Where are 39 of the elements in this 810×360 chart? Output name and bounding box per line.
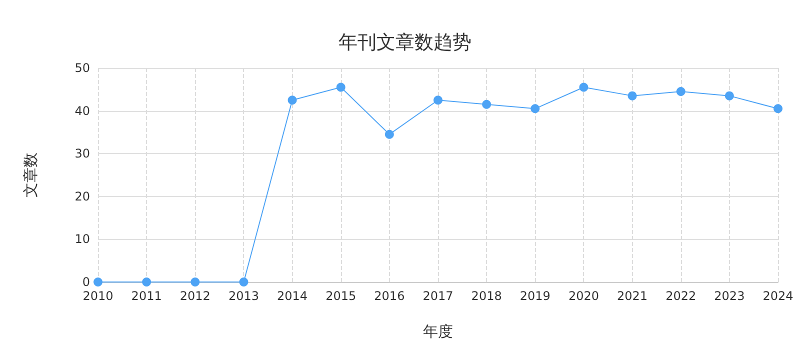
point (579, 82, 588, 92)
y-tick-label: 40 (74, 104, 90, 118)
point (384, 130, 394, 139)
point (774, 104, 782, 114)
x-tick-label: 2023 (714, 289, 745, 303)
x-tick-label: 2021 (617, 289, 648, 303)
point (628, 91, 637, 100)
x-tick-label: 2014 (277, 289, 308, 303)
point (336, 82, 346, 92)
point (190, 278, 200, 286)
point (142, 278, 152, 286)
point (530, 104, 540, 114)
x-tick-label: 2012 (180, 289, 210, 303)
y-tick-label: 30 (74, 146, 90, 161)
x-tick-label: 2011 (131, 289, 162, 303)
point (94, 278, 102, 286)
point (239, 278, 248, 286)
x-axis-title: 年度 (423, 322, 453, 340)
y-tick-label: 20 (74, 189, 90, 204)
point (288, 96, 297, 105)
x-tick-label: 2018 (471, 289, 502, 303)
x-tick-label: 2016 (374, 289, 405, 303)
y-tick-label: 0 (82, 275, 90, 289)
y-axis-title: 文章数 (22, 152, 40, 198)
y-tick-label: 10 (74, 232, 90, 246)
x-tick-label: 2013 (228, 289, 259, 303)
x-tick-label: 2020 (568, 289, 599, 303)
y-tick-label: 50 (74, 61, 90, 75)
x-tick-label: 2024 (762, 289, 794, 303)
x-tick-label: 2010 (82, 289, 114, 303)
point (482, 100, 492, 109)
x-tick-label: 2022 (666, 289, 696, 303)
point (434, 96, 442, 105)
x-tick-label: 2015 (326, 289, 356, 303)
x-tick-label: 2017 (422, 289, 454, 303)
point (676, 87, 686, 96)
chart-title: 年刊文章数趋势 (338, 32, 472, 54)
point (724, 91, 734, 100)
x-tick-label: 2019 (520, 289, 550, 303)
